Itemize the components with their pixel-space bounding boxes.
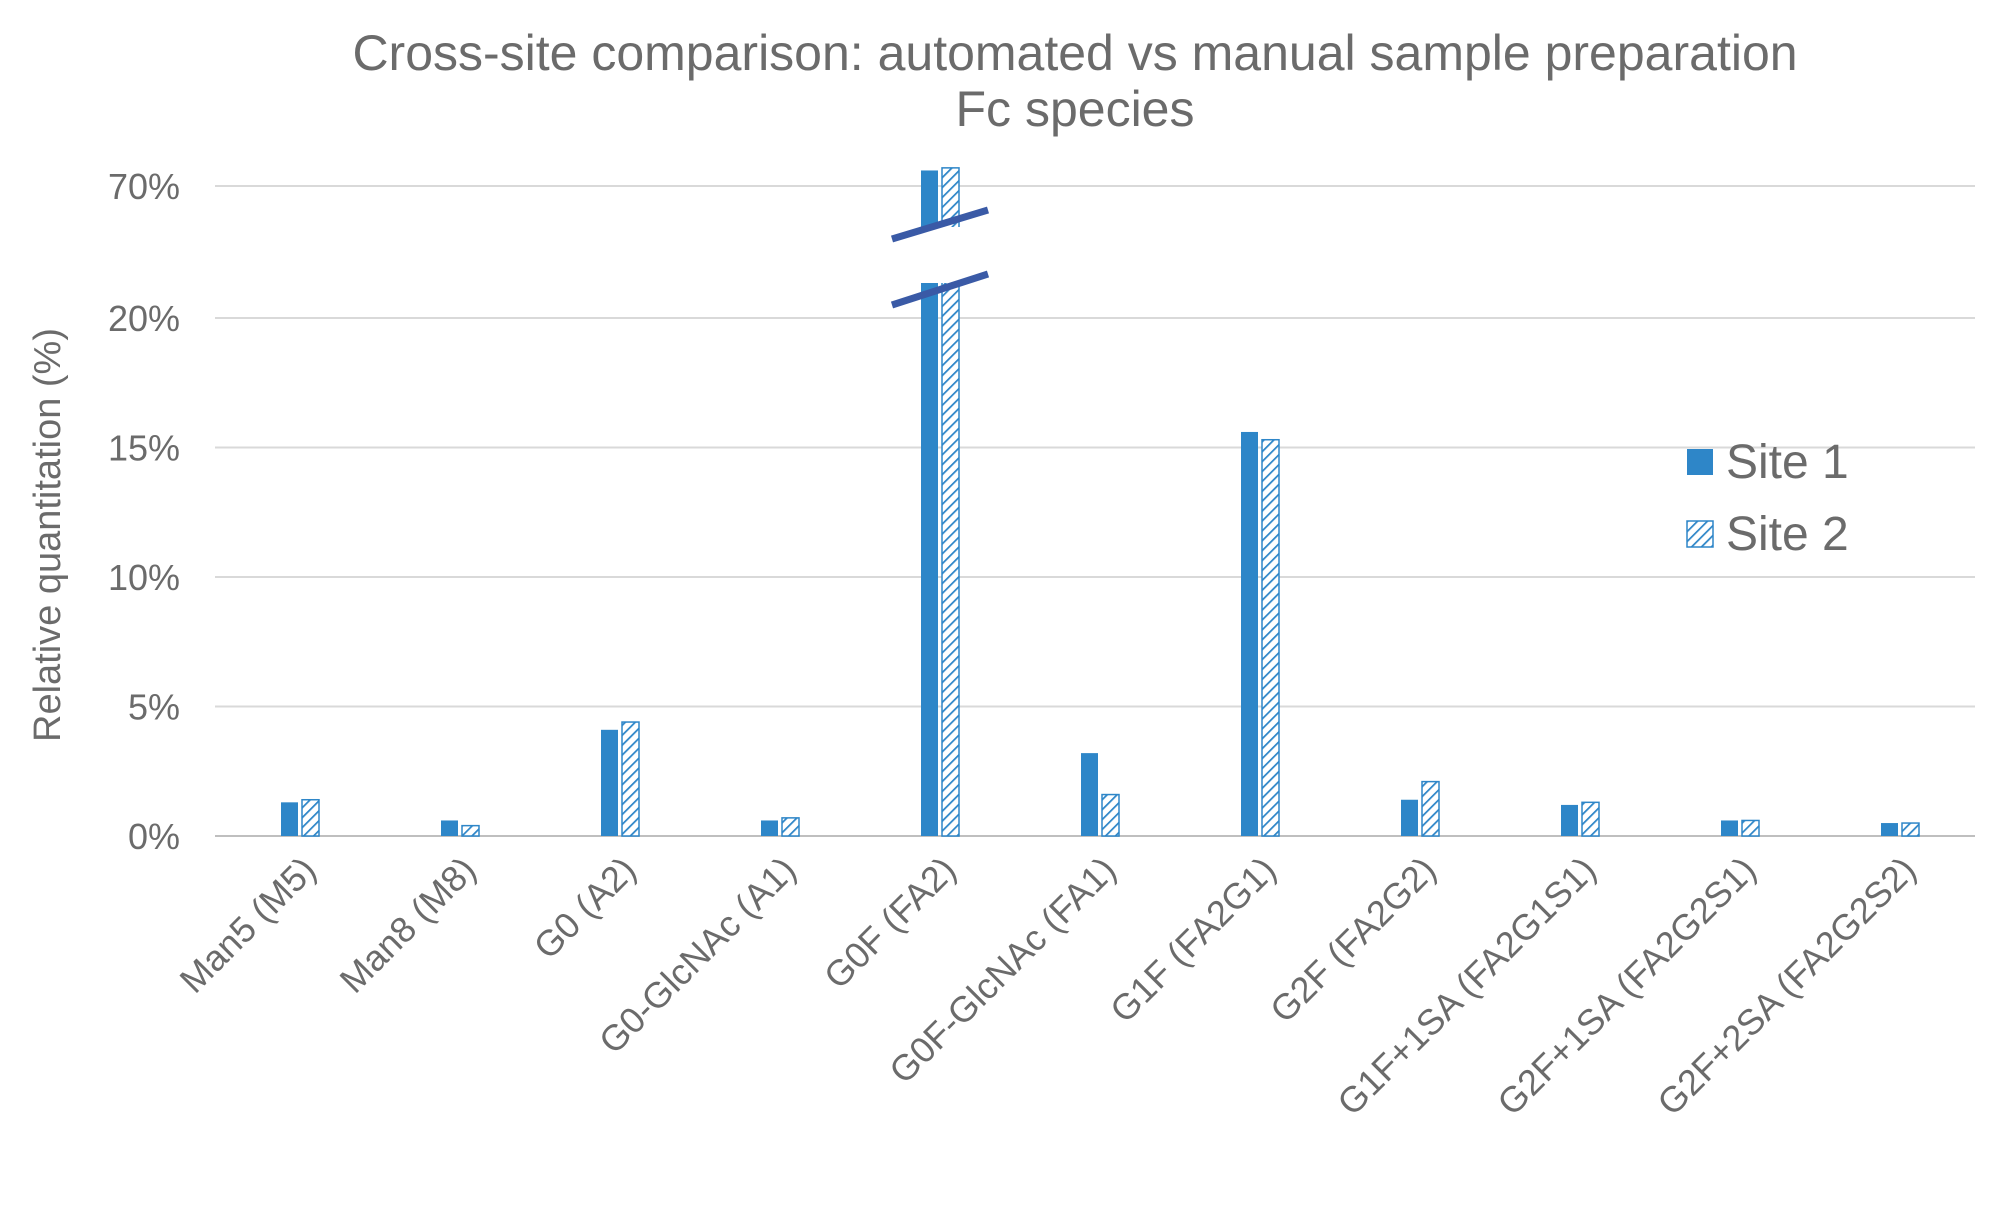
bar-site1 [921,170,938,836]
chart-title: Cross-site comparison: automated vs manu… [352,25,1797,81]
legend-label: Site 2 [1726,508,1849,561]
bar-site2 [1421,780,1440,837]
bar-site2 [1741,819,1760,837]
bar-site1 [761,820,778,836]
bar-site1 [1401,799,1418,836]
y-tick-label: 15% [108,428,180,469]
y-axis-label: Relative quantitation (%) [27,328,69,742]
bar-site2 [461,824,480,837]
legend-swatch [1687,449,1713,475]
legend-label: Site 1 [1726,436,1849,489]
bar-site2 [1581,801,1600,837]
y-axis-ticks: 0% 5% 10% 15% 20% 70% [108,166,180,857]
x-tick-label: G0F (FA2) [816,849,964,997]
bar-site1 [441,820,458,836]
y-tick-label: 0% [128,816,180,857]
legend-swatch [1686,520,1714,548]
x-tick-label: G2F+1SA (FA2G2S1) [1489,849,1763,1123]
bar-site1 [1081,753,1098,836]
bar-site1 [1241,431,1258,836]
bar-site1 [1881,823,1898,836]
x-tick-label: G0 (A2) [526,849,644,967]
y-tick-label: 70% [108,166,180,207]
bar-site2 [1261,438,1280,837]
bar-site1 [1721,820,1738,836]
bar-site2 [301,798,320,837]
bar-site1 [1561,804,1578,836]
bar-site1 [281,802,298,836]
bar-site2 [621,721,640,837]
chart-subtitle: Fc species [956,81,1195,137]
x-tick-label: G2F (FA2G2) [1262,849,1444,1031]
x-tick-label: Man5 (M5) [172,849,324,1001]
axis-break-mark [890,270,990,309]
y-tick-label: 10% [108,557,180,598]
bars [281,167,1920,837]
x-axis-ticks: Man5 (M5) Man8 (M8) G0 (A2)G0-GlcNAc (A1) G… [172,849,1924,1123]
axis-break [890,206,990,309]
bar-site1 [601,729,618,836]
x-tick-label: G1F (FA2G1) [1102,849,1284,1031]
bar-site2 [1101,793,1120,837]
x-tick-label: G2F+2SA (FA2G2S2) [1649,849,1923,1123]
gridlines [215,185,1975,837]
legend: Site 1 Site 2 [1686,436,1849,561]
axis-break-mark [890,206,990,243]
y-tick-label: 20% [108,298,180,339]
x-tick-label: Man8 (M8) [332,849,484,1001]
y-tick-label: 5% [128,687,180,728]
bar-site2 [1901,822,1920,837]
bar-site2 [941,167,960,837]
bar-site2 [781,817,800,837]
x-tick-label: G1F+1SA (FA2G1S1) [1329,849,1603,1123]
